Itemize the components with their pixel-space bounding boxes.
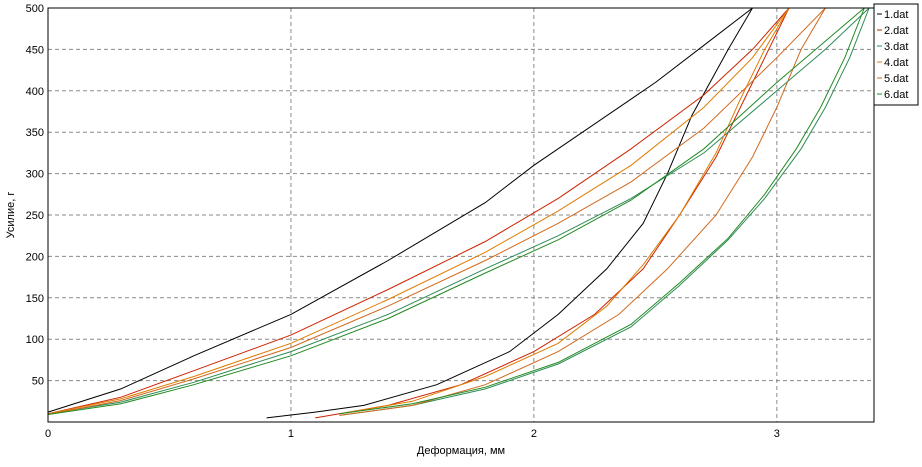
series-line-5-unloading <box>339 7 826 416</box>
grid-layer <box>48 8 874 422</box>
series-line-2-loading <box>47 7 790 415</box>
legend-label-6: 6.dat <box>884 89 908 101</box>
legend-label-5: 5.dat <box>884 73 908 85</box>
series-line-4-loading <box>47 7 790 415</box>
y-tick-label-0: 50 <box>32 376 44 388</box>
series-line-1-loading <box>47 7 753 413</box>
y-tick-label-4: 250 <box>26 210 44 222</box>
legend-box <box>873 3 919 106</box>
series-line-1-unloading <box>266 7 753 419</box>
series-line-3-loading <box>47 7 870 415</box>
y-tick-label-7: 400 <box>26 86 44 98</box>
series-line-3-unloading <box>339 7 870 416</box>
series-layer <box>47 7 870 419</box>
series-line-5-loading <box>47 7 826 415</box>
legend: 1.dat 2.dat 3.dat 4.dat 5.dat 6.dat <box>873 3 919 106</box>
y-tick-label-1: 100 <box>26 334 44 346</box>
series-line-6-unloading <box>339 7 865 415</box>
y-tick-label-9: 500 <box>26 3 44 15</box>
x-tick-label-1: 1 <box>288 428 294 440</box>
plot-frame <box>47 7 875 423</box>
legend-label-4: 4.dat <box>884 57 908 69</box>
y-tick-label-6: 350 <box>26 127 44 139</box>
legend-label-1: 1.dat <box>884 9 908 21</box>
x-tick-label-3: 3 <box>774 428 780 440</box>
y-axis-title: Усилие, г <box>5 192 17 239</box>
legend-label-3: 3.dat <box>884 41 908 53</box>
series-line-6-loading <box>47 7 865 415</box>
y-tick-label-5: 300 <box>26 169 44 181</box>
legend-label-2: 2.dat <box>884 25 908 37</box>
x-tick-label-0: 0 <box>45 428 51 440</box>
series-line-4-unloading <box>339 7 790 415</box>
y-tick-label-2: 150 <box>26 293 44 305</box>
x-axis-title: Деформация, мм <box>417 445 505 457</box>
x-tick-label-2: 2 <box>531 428 537 440</box>
y-tick-label-8: 450 <box>26 44 44 56</box>
y-tick-label-3: 200 <box>26 251 44 263</box>
